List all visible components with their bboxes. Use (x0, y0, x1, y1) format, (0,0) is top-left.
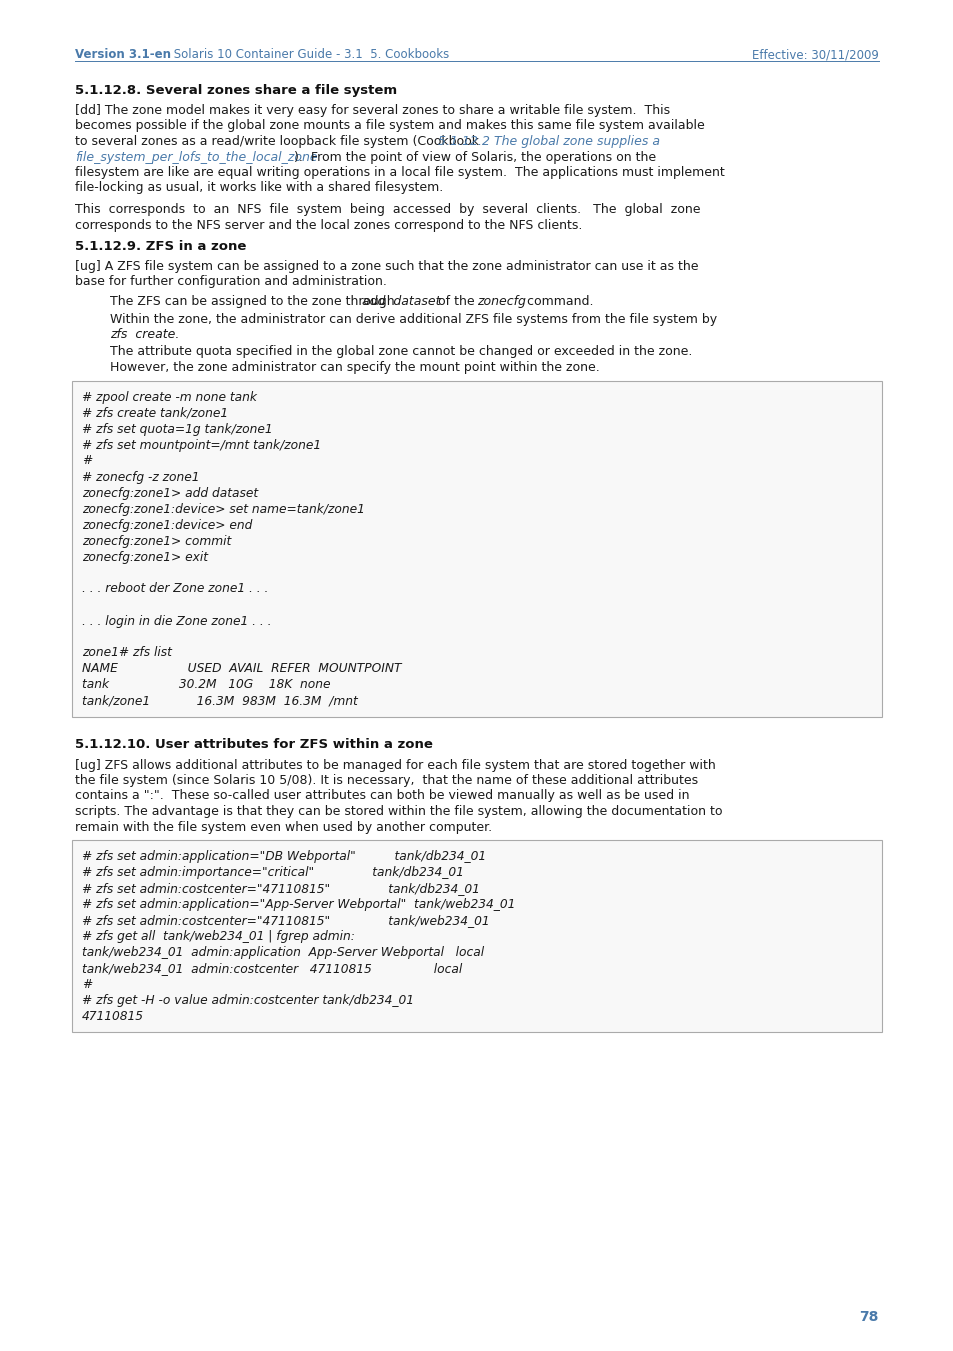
Text: #: # (82, 454, 92, 467)
Text: scripts. The advantage is that they can be stored within the file system, allowi: scripts. The advantage is that they can … (75, 805, 721, 817)
Text: Version 3.1-en: Version 3.1-en (75, 49, 171, 61)
Text: filesystem are like are equal writing operations in a local file system.  The ap: filesystem are like are equal writing op… (75, 166, 724, 178)
Text: # zfs set admin:costcenter="47110815"               tank/db234_01: # zfs set admin:costcenter="47110815" ta… (82, 882, 479, 894)
Text: # zfs set quota=1g tank/zone1: # zfs set quota=1g tank/zone1 (82, 423, 273, 435)
FancyBboxPatch shape (71, 840, 882, 1032)
Text: Effective: 30/11/2009: Effective: 30/11/2009 (751, 49, 878, 61)
Text: Within the zone, the administrator can derive additional ZFS file systems from t: Within the zone, the administrator can d… (110, 312, 717, 326)
Text: zfs  create.: zfs create. (110, 328, 179, 340)
Text: becomes possible if the global zone mounts a file system and makes this same fil: becomes possible if the global zone moun… (75, 119, 704, 132)
Text: # zfs set admin:importance="critical"               tank/db234_01: # zfs set admin:importance="critical" ta… (82, 866, 463, 880)
Text: [dd] The zone model makes it very easy for several zones to share a writable fil: [dd] The zone model makes it very easy f… (75, 104, 669, 118)
Text: zonecfg:zone1:device> set name=tank/zone1: zonecfg:zone1:device> set name=tank/zone… (82, 503, 364, 516)
FancyBboxPatch shape (71, 381, 882, 716)
Text: # zfs set admin:application="DB Webportal"          tank/db234_01: # zfs set admin:application="DB Webporta… (82, 850, 486, 863)
Text: 47110815: 47110815 (82, 1011, 144, 1023)
Text: # zonecfg -z zone1: # zonecfg -z zone1 (82, 470, 199, 484)
Text: ).  From the point of view of Solaris, the operations on the: ). From the point of view of Solaris, th… (294, 150, 656, 163)
Text: zonecfg:zone1> exit: zonecfg:zone1> exit (82, 550, 208, 563)
Text: file-locking as usual, it works like with a shared filesystem.: file-locking as usual, it works like wit… (75, 181, 443, 195)
Text: 5.1.12.9. ZFS in a zone: 5.1.12.9. ZFS in a zone (75, 240, 246, 253)
Text: #: # (82, 978, 92, 992)
Text: command.: command. (522, 295, 593, 308)
Text: 5.1.12.10. User attributes for ZFS within a zone: 5.1.12.10. User attributes for ZFS withi… (75, 739, 433, 751)
Text: # zfs get all  tank/web234_01 | fgrep admin:: # zfs get all tank/web234_01 | fgrep adm… (82, 929, 355, 943)
Text: # zfs set mountpoint=/mnt tank/zone1: # zfs set mountpoint=/mnt tank/zone1 (82, 439, 321, 451)
Text: zonecfg: zonecfg (476, 295, 525, 308)
Text: of the: of the (434, 295, 478, 308)
Text: Solaris 10 Container Guide - 3.1  5. Cookbooks: Solaris 10 Container Guide - 3.1 5. Cook… (170, 49, 449, 61)
Text: add  dataset: add dataset (361, 295, 440, 308)
Text: # zfs set admin:costcenter="47110815"               tank/web234_01: # zfs set admin:costcenter="47110815" ta… (82, 915, 489, 927)
Text: zonecfg:zone1> commit: zonecfg:zone1> commit (82, 535, 231, 547)
Text: The attribute quota specified in the global zone cannot be changed or exceeded i: The attribute quota specified in the glo… (110, 346, 692, 358)
Text: # zpool create -m none tank: # zpool create -m none tank (82, 390, 256, 404)
Text: tank/web234_01  admin:application  App-Server Webportal   local: tank/web234_01 admin:application App-Ser… (82, 946, 483, 959)
Text: # zfs set admin:application="App-Server Webportal"  tank/web234_01: # zfs set admin:application="App-Server … (82, 898, 515, 911)
Text: # zfs get -H -o value admin:costcenter tank/db234_01: # zfs get -H -o value admin:costcenter t… (82, 994, 414, 1006)
Text: . . . reboot der Zone zone1 . . .: . . . reboot der Zone zone1 . . . (82, 582, 268, 596)
Text: NAME                  USED  AVAIL  REFER  MOUNTPOINT: NAME USED AVAIL REFER MOUNTPOINT (82, 662, 401, 676)
Text: tank/zone1            16.3M  983M  16.3M  /mnt: tank/zone1 16.3M 983M 16.3M /mnt (82, 694, 357, 708)
Text: This  corresponds  to  an  NFS  file  system  being  accessed  by  several  clie: This corresponds to an NFS file system b… (75, 203, 700, 216)
Text: 5.1.12.8. Several zones share a file system: 5.1.12.8. Several zones share a file sys… (75, 84, 396, 97)
Text: to several zones as a read/write loopback file system (Cookbook: to several zones as a read/write loopbac… (75, 135, 482, 149)
Text: the file system (since Solaris 10 5/08). It is necessary,  that the name of thes: the file system (since Solaris 10 5/08).… (75, 774, 698, 788)
Text: contains a ":".  These so-called user attributes can both be viewed manually as : contains a ":". These so-called user att… (75, 789, 689, 802)
Text: corresponds to the NFS server and the local zones correspond to the NFS clients.: corresponds to the NFS server and the lo… (75, 219, 581, 231)
Text: tank/web234_01  admin:costcenter   47110815                local: tank/web234_01 admin:costcenter 47110815… (82, 962, 462, 975)
Text: 5.1.12.2 The global zone supplies a: 5.1.12.2 The global zone supplies a (437, 135, 659, 149)
Text: zonecfg:zone1:device> end: zonecfg:zone1:device> end (82, 519, 253, 531)
Text: [ug] A ZFS file system can be assigned to a zone such that the zone administrato: [ug] A ZFS file system can be assigned t… (75, 259, 698, 273)
Text: file_system_per_lofs_to_the_local_zone: file_system_per_lofs_to_the_local_zone (75, 150, 317, 163)
Text: tank                  30.2M   10G    18K  none: tank 30.2M 10G 18K none (82, 678, 330, 692)
Text: base for further configuration and administration.: base for further configuration and admin… (75, 276, 387, 289)
Text: [ug] ZFS allows additional attributes to be managed for each file system that ar: [ug] ZFS allows additional attributes to… (75, 758, 715, 771)
Text: zone1# zfs list: zone1# zfs list (82, 647, 172, 659)
Text: 78: 78 (859, 1310, 878, 1324)
Text: . . . login in die Zone zone1 . . .: . . . login in die Zone zone1 . . . (82, 615, 272, 627)
Text: # zfs create tank/zone1: # zfs create tank/zone1 (82, 407, 228, 420)
Text: The ZFS can be assigned to the zone through: The ZFS can be assigned to the zone thro… (110, 295, 398, 308)
Text: However, the zone administrator can specify the mount point within the zone.: However, the zone administrator can spec… (110, 361, 599, 374)
Text: zonecfg:zone1> add dataset: zonecfg:zone1> add dataset (82, 486, 258, 500)
Text: remain with the file system even when used by another computer.: remain with the file system even when us… (75, 820, 492, 834)
